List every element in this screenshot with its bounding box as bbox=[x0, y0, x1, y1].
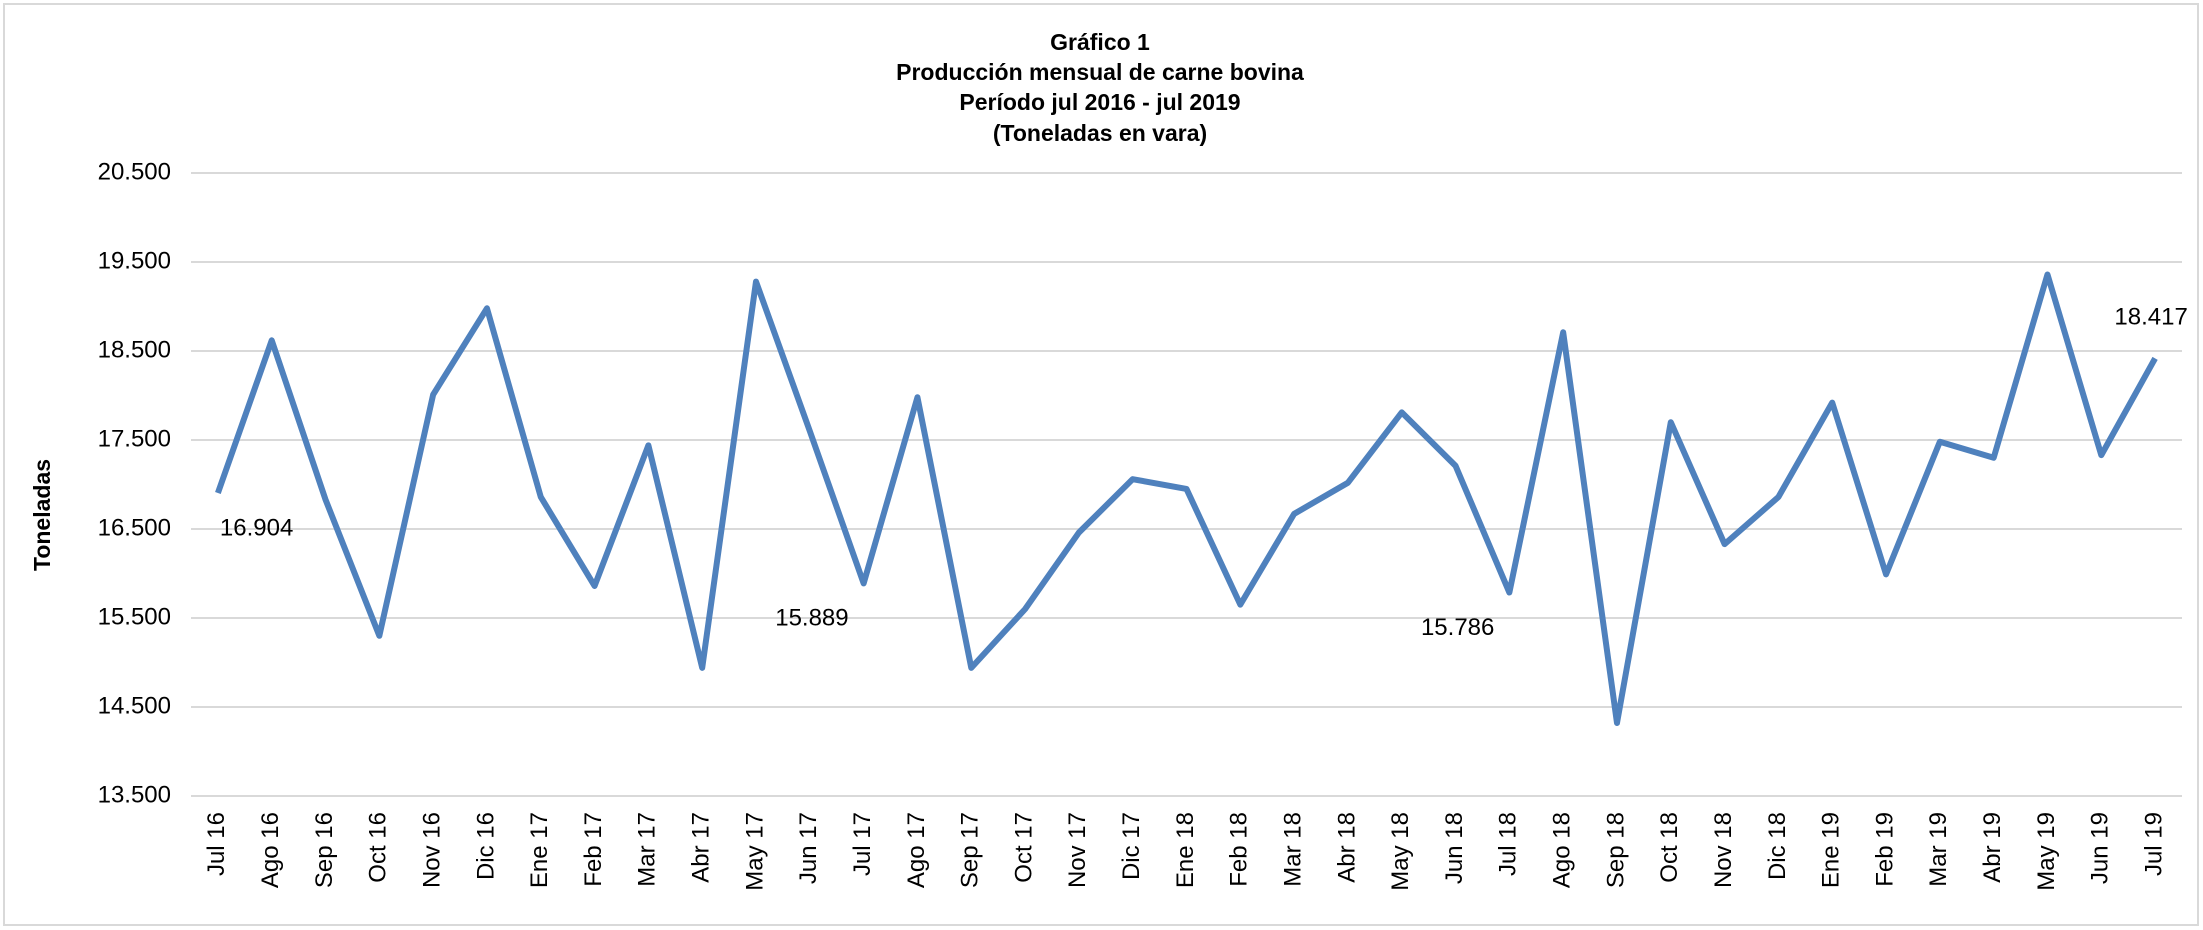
x-tick-label: Jul 18 bbox=[1495, 812, 1522, 876]
x-tick-label: Dic 16 bbox=[472, 812, 499, 880]
y-tick-label: 19.500 bbox=[98, 247, 171, 274]
x-tick-label: May 18 bbox=[1387, 812, 1414, 891]
x-tick-label: Jun 18 bbox=[1441, 812, 1468, 884]
x-tick-label: Nov 18 bbox=[1710, 812, 1737, 888]
chart-subtitle: Producción mensual de carne bovina bbox=[896, 59, 1304, 85]
x-tick-label: Abr 17 bbox=[688, 812, 715, 883]
value-label: 18.417 bbox=[2114, 304, 2187, 331]
value-label: 15.786 bbox=[1421, 614, 1494, 641]
x-tick-label: Sep 16 bbox=[311, 812, 338, 888]
x-tick-label: Mar 17 bbox=[634, 812, 661, 887]
y-tick-label: 17.500 bbox=[98, 425, 171, 452]
value-label: 15.889 bbox=[775, 605, 848, 632]
value-label: 16.904 bbox=[220, 514, 293, 541]
x-tick-label: Feb 19 bbox=[1871, 812, 1898, 887]
x-tick-label: Ago 17 bbox=[903, 812, 930, 888]
x-tick-label: Ene 18 bbox=[1172, 812, 1199, 888]
chart-subtitle: Período jul 2016 - jul 2019 bbox=[959, 89, 1240, 115]
x-tick-label: Oct 17 bbox=[1010, 812, 1037, 883]
x-tick-label: Nov 16 bbox=[418, 812, 445, 888]
y-tick-label: 18.500 bbox=[98, 336, 171, 363]
x-tick-label: Oct 16 bbox=[365, 812, 392, 883]
y-tick-label: 14.500 bbox=[98, 692, 171, 719]
x-tick-label: Dic 17 bbox=[1118, 812, 1145, 880]
y-tick-label: 16.500 bbox=[98, 514, 171, 541]
x-tick-label: Nov 17 bbox=[1064, 812, 1091, 888]
x-tick-label: Jul 19 bbox=[2140, 812, 2167, 876]
chart-border bbox=[3, 3, 2199, 926]
y-tick-label: 20.500 bbox=[98, 158, 171, 185]
x-tick-label: Abr 19 bbox=[1979, 812, 2006, 883]
x-tick-label: Jul 16 bbox=[203, 812, 230, 876]
y-axis-label: Toneladas bbox=[29, 459, 55, 571]
x-tick-label: Ene 19 bbox=[1818, 812, 1845, 888]
x-tick-label: Mar 19 bbox=[1925, 812, 1952, 887]
x-tick-label: Ago 16 bbox=[257, 812, 284, 888]
x-tick-label: Abr 18 bbox=[1333, 812, 1360, 883]
x-tick-label: Jun 17 bbox=[795, 812, 822, 884]
x-tick-label: Jun 19 bbox=[2087, 812, 2114, 884]
x-tick-label: Ene 17 bbox=[526, 812, 553, 888]
x-tick-label: Feb 17 bbox=[580, 812, 607, 887]
y-tick-label: 13.500 bbox=[98, 781, 171, 808]
x-tick-label: Sep 17 bbox=[957, 812, 984, 888]
x-tick-label: Oct 18 bbox=[1656, 812, 1683, 883]
chart-title: Gráfico 1 bbox=[1050, 29, 1150, 55]
x-tick-label: Feb 18 bbox=[1226, 812, 1253, 887]
x-tick-label: Mar 18 bbox=[1279, 812, 1306, 887]
x-tick-label: Jul 17 bbox=[849, 812, 876, 876]
x-tick-label: Dic 18 bbox=[1764, 812, 1791, 880]
x-tick-label: Ago 18 bbox=[1549, 812, 1576, 888]
x-tick-label: Sep 18 bbox=[1602, 812, 1629, 888]
chart-subtitle: (Toneladas en vara) bbox=[993, 120, 1207, 146]
line-series bbox=[215, 271, 2158, 727]
y-tick-label: 15.500 bbox=[98, 603, 171, 630]
x-tick-label: May 17 bbox=[741, 812, 768, 891]
x-tick-label: May 19 bbox=[2033, 812, 2060, 891]
